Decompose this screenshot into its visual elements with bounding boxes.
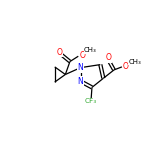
Text: N: N — [78, 63, 83, 72]
Text: O: O — [123, 62, 129, 71]
Text: O: O — [79, 51, 85, 60]
Text: O: O — [106, 53, 112, 62]
Text: CH₃: CH₃ — [84, 47, 97, 53]
Text: N: N — [78, 77, 83, 86]
Text: CH₃: CH₃ — [129, 59, 142, 65]
Text: O: O — [57, 48, 63, 57]
Text: CF₃: CF₃ — [85, 98, 97, 104]
